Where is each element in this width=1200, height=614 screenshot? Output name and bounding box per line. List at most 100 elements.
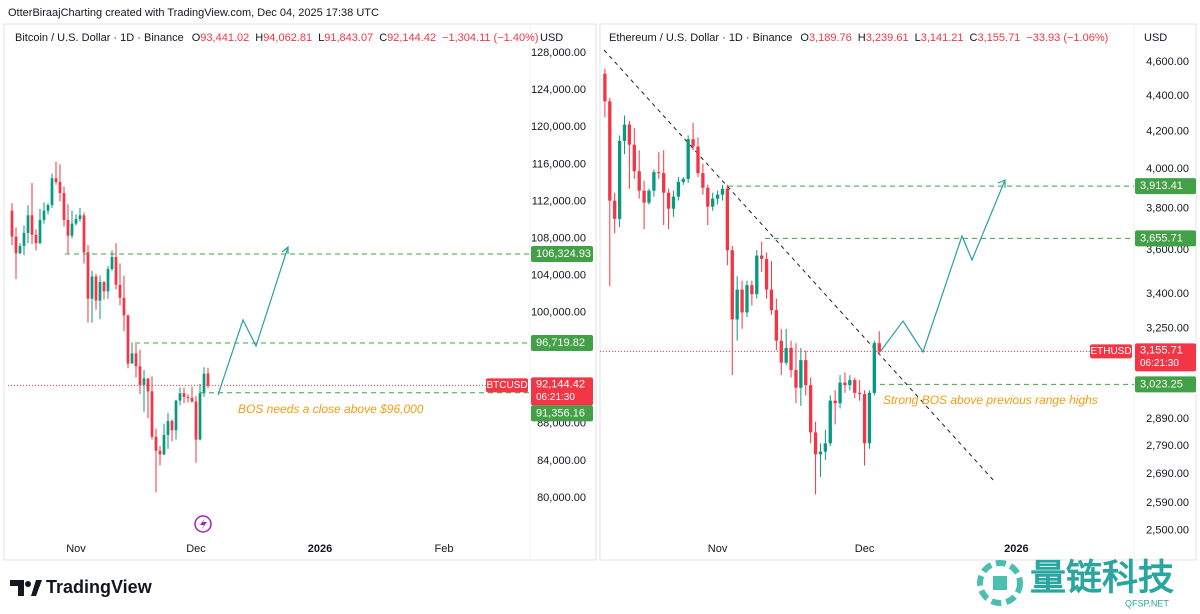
candle-body bbox=[681, 178, 685, 182]
candle-body bbox=[877, 343, 881, 352]
candle-body bbox=[789, 347, 793, 371]
candle-body bbox=[799, 360, 803, 388]
header: OtterBiraajCharting created with Trading… bbox=[8, 7, 379, 19]
legend-value: 3,141.21 bbox=[921, 32, 964, 44]
candle-body bbox=[843, 382, 847, 386]
level-label-box bbox=[1135, 178, 1196, 195]
candle-body bbox=[10, 210, 14, 237]
legend-key: C bbox=[379, 32, 387, 44]
tradingview-logo bbox=[10, 580, 42, 596]
candle-body bbox=[711, 198, 715, 207]
candle-body bbox=[194, 401, 198, 440]
level-label: 3,913.41 bbox=[1140, 180, 1183, 192]
x-tick-label: Nov bbox=[66, 543, 86, 555]
candle-body bbox=[666, 192, 671, 209]
y-tick-label: 4,600.00 bbox=[1146, 56, 1189, 68]
y-tick-label: 4,400.00 bbox=[1146, 90, 1189, 102]
legend-value: 3,189.76 bbox=[809, 32, 852, 44]
candle-body bbox=[740, 289, 744, 313]
countdown: 06:21:30 bbox=[1140, 358, 1179, 369]
projection bbox=[217, 246, 289, 396]
candle-body bbox=[114, 257, 118, 285]
candle-body bbox=[779, 340, 783, 363]
candle-body bbox=[647, 190, 651, 203]
legend-value: 92,144.42 bbox=[387, 32, 436, 44]
candle-body bbox=[735, 289, 739, 320]
last-price-box bbox=[531, 377, 593, 406]
candle-body bbox=[146, 378, 150, 392]
watermark-icon bbox=[977, 560, 1023, 606]
x-tick-label: Feb bbox=[435, 543, 454, 555]
level-label-box bbox=[531, 335, 593, 352]
annotation: BOS needs a close above $96,000 bbox=[238, 402, 424, 416]
annotation: Strong BOS above previous range highs bbox=[883, 393, 1098, 407]
candle-body bbox=[828, 400, 832, 444]
level-label: 91,356.16 bbox=[536, 407, 585, 419]
level-label: 96,719.82 bbox=[536, 337, 585, 349]
candle-body bbox=[70, 223, 74, 236]
candle-body bbox=[745, 285, 749, 313]
legend-change: −33.93 (−1.06%) bbox=[1026, 32, 1108, 44]
y-tick-label: 120,000.00 bbox=[531, 121, 586, 133]
currency: USD bbox=[1144, 32, 1167, 44]
y-tick-label: 3,250.00 bbox=[1146, 323, 1189, 335]
candle-body bbox=[622, 124, 627, 141]
watermark: 量链科技 bbox=[1030, 557, 1174, 598]
legend: Bitcoin / U.S. Dollar · 1D · Binance O93,… bbox=[15, 32, 539, 44]
y-tick-label: 2,690.00 bbox=[1146, 468, 1189, 480]
candle-body bbox=[110, 257, 114, 270]
candle-body bbox=[62, 193, 66, 220]
candle-body bbox=[657, 172, 661, 174]
candle-body bbox=[142, 378, 146, 385]
y-tick-label: 4,000.00 bbox=[1146, 163, 1189, 175]
candle-body bbox=[190, 397, 194, 402]
candle-body bbox=[182, 393, 186, 397]
legend: Ethereum / U.S. Dollar · 1D · Binance O3,… bbox=[609, 32, 1108, 44]
candle-body bbox=[38, 219, 42, 244]
level-label-box bbox=[531, 405, 593, 422]
legend-key: L bbox=[915, 32, 921, 44]
y-tick-label: 116,000.00 bbox=[532, 158, 586, 170]
legend-key: H bbox=[858, 32, 866, 44]
candle-body bbox=[14, 236, 18, 254]
y-tick-label: 84,000.00 bbox=[537, 455, 586, 467]
candle-body bbox=[202, 373, 206, 394]
candle-body bbox=[730, 250, 734, 320]
candle-body bbox=[126, 315, 130, 364]
arrowhead bbox=[281, 245, 289, 254]
legend-value: 94,062.81 bbox=[263, 32, 312, 44]
candle-body bbox=[106, 269, 110, 292]
candle-body bbox=[608, 101, 612, 201]
candle-body bbox=[794, 370, 798, 388]
legend-value: 3,155.71 bbox=[977, 32, 1020, 44]
y-tick-label: 3,600.00 bbox=[1146, 244, 1189, 256]
candle-body bbox=[74, 219, 78, 224]
candle-body bbox=[102, 282, 106, 292]
x-tick-label: Nov bbox=[708, 543, 728, 555]
level-label-box bbox=[1135, 230, 1196, 247]
candle-body bbox=[78, 215, 82, 220]
candle-body bbox=[198, 393, 202, 440]
candle-body bbox=[138, 366, 142, 385]
candle-body bbox=[58, 181, 62, 194]
candle-body bbox=[715, 194, 720, 199]
candle-body bbox=[158, 450, 162, 455]
x-tick-label: Dec bbox=[186, 543, 206, 555]
candle-body bbox=[98, 282, 102, 301]
candle-body bbox=[178, 393, 182, 401]
candle-body bbox=[18, 245, 22, 254]
legend-value: 93,441.02 bbox=[200, 32, 249, 44]
panel-frame bbox=[3, 23, 597, 561]
candle-body bbox=[94, 276, 98, 301]
candle-body bbox=[66, 219, 70, 236]
candle-body bbox=[30, 215, 34, 235]
candle-body bbox=[862, 394, 867, 444]
candle-body bbox=[691, 139, 695, 147]
last-symbol-box bbox=[1090, 344, 1132, 359]
candle-body bbox=[186, 396, 190, 398]
candle-body bbox=[848, 380, 852, 386]
candle-body bbox=[150, 391, 154, 437]
candle-body bbox=[42, 210, 46, 220]
candle-body bbox=[26, 215, 30, 233]
candle-body bbox=[774, 310, 779, 341]
